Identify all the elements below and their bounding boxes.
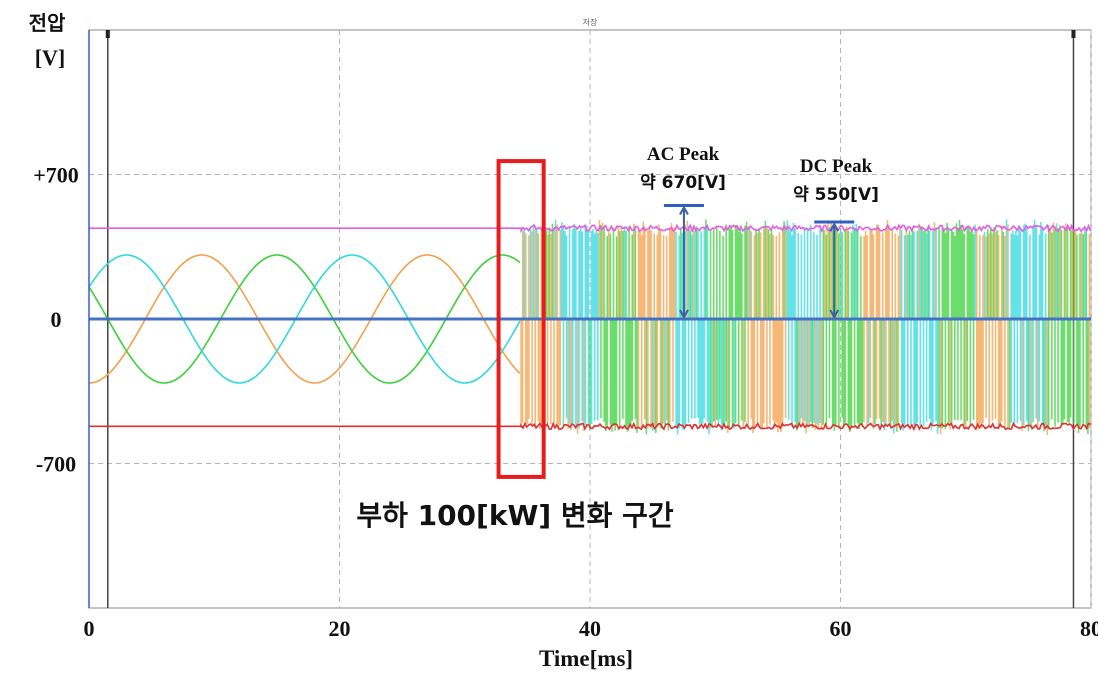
noise-section (520, 219, 1091, 435)
dc-series-line-1 (89, 223, 1092, 234)
ac-series-line-3 (88, 254, 521, 384)
tick-labels: 0 20 40 60 80 +700 0 -700 (33, 163, 1098, 642)
dc-peak-label-line1: DC Peak (800, 156, 873, 177)
load-change-label: 부하 100[kW] 변화 구간 (356, 499, 674, 532)
load-change-highlight-box (496, 159, 546, 479)
ac-peak-arrow-head-top (679, 205, 689, 215)
annotations (496, 159, 855, 479)
x-axis-label: Time[ms] (539, 646, 633, 671)
dc-peak-arrow-head-bottom (829, 309, 840, 320)
y-tick-label-2: -700 (36, 452, 76, 477)
x-tick-label-0: 0 (84, 616, 95, 641)
x-tick-label-1: 20 (329, 616, 351, 641)
y-tick-label-0: +700 (33, 163, 79, 188)
cursor-marker-1 (105, 30, 110, 38)
ac-peak-label-line1: AC Peak (647, 144, 720, 165)
ac-section (88, 254, 521, 384)
x-tick-label-2: 40 (579, 616, 601, 641)
cursor-marker-2 (1071, 30, 1076, 38)
ac-series-line-2 (88, 254, 521, 384)
y-axis-label-line2: [V] (35, 45, 66, 70)
pwm-strokes-2 (545, 219, 1089, 435)
dc-peak-label-line2: 약 550[V] (793, 184, 879, 205)
x-tick-label-4: 80 (1080, 616, 1098, 641)
dc-series-line-2 (89, 421, 1091, 432)
dc-peak-arrow-head-top (829, 221, 840, 232)
chart-title: 저장 (583, 17, 598, 27)
ac-series-line-1 (89, 254, 521, 384)
dc-lines (89, 223, 1092, 432)
pwm-strokes-1 (520, 219, 1091, 435)
ac-peak-arrow-head-bottom (679, 309, 689, 320)
ac-peak-label-line2: 약 670[V] (640, 172, 726, 193)
pwm-strokes-3 (523, 219, 1086, 435)
x-tick-label-3: 60 (830, 616, 852, 641)
y-axis-label-line1: 전압 (29, 11, 66, 35)
y-tick-label-1: 0 (51, 307, 62, 332)
